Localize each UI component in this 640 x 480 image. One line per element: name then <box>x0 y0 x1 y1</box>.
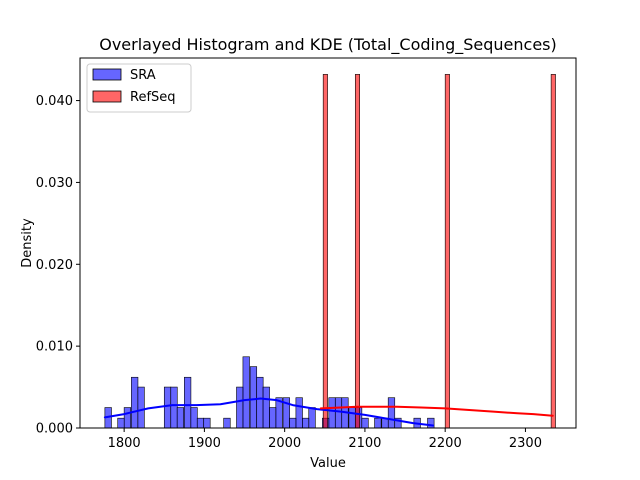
axes-frame <box>79 57 577 429</box>
sra-bar-27 <box>334 397 343 429</box>
refseq-bar-2 <box>444 74 450 429</box>
y-axis-label: Density <box>20 218 35 268</box>
x-tick-label: 1900 <box>188 436 221 451</box>
refseq-bar-0 <box>322 74 328 429</box>
sra-bar-8 <box>184 376 192 429</box>
x-tick-label: 2100 <box>348 436 381 451</box>
sra-bar-6 <box>170 386 178 429</box>
y-tick-label: 0.010 <box>36 340 73 355</box>
x-tick-label: 1800 <box>108 436 141 451</box>
sra-bar-16 <box>256 376 264 429</box>
y-tick-label: 0.030 <box>36 176 73 191</box>
sra-bar-23 <box>302 417 310 429</box>
sra-bar-4 <box>137 386 145 429</box>
x-axis: 1800 1900 2000 2100 2200 2300 <box>108 428 542 451</box>
x-axis-label: Value <box>310 456 346 471</box>
sra-bar-29 <box>348 407 356 429</box>
sra-bar-7 <box>176 407 184 429</box>
sra-bar-22 <box>295 397 303 429</box>
y-axis: 0.000 0.010 0.020 0.030 0.040 <box>36 94 80 437</box>
x-tick-label: 2300 <box>509 436 542 451</box>
y-tick-label: 0.040 <box>36 94 73 109</box>
sra-bar-34 <box>387 397 396 429</box>
x-tick-label: 2200 <box>429 436 462 451</box>
sra-bar-15 <box>249 366 258 429</box>
sra-bar-13 <box>236 386 244 429</box>
sra-bar-2 <box>123 407 132 429</box>
refseq-bar-3 <box>550 74 556 429</box>
sra-bar-21 <box>289 417 297 429</box>
sra-bar-14 <box>242 356 250 429</box>
sra-bar-17 <box>262 386 270 429</box>
plot-area <box>103 74 556 429</box>
sra-bar-10 <box>196 417 205 429</box>
chart-title: Overlayed Histogram and KDE (Total_Codin… <box>99 35 557 55</box>
legend-swatch-sra <box>92 68 122 81</box>
sra-bar-3 <box>131 376 139 429</box>
sra-kde-line <box>103 397 435 427</box>
sra-bar-18 <box>269 407 277 429</box>
sra-bar-1 <box>117 417 125 429</box>
refseq-kde-line <box>319 405 554 417</box>
sra-bar-26 <box>328 397 336 429</box>
legend-label-sra: SRA <box>130 68 156 83</box>
sra-bar-11 <box>203 417 211 429</box>
x-tick-label: 2000 <box>268 436 301 451</box>
y-tick-label: 0.000 <box>36 422 73 437</box>
y-tick-label: 0.020 <box>36 258 73 273</box>
legend-label-refseq: RefSeq <box>130 90 176 105</box>
legend-swatch-refseq <box>92 90 122 103</box>
sra-bar-9 <box>190 407 198 429</box>
sra-bar-24 <box>308 407 316 429</box>
sra-bar-32 <box>374 417 382 429</box>
sra-bar-12 <box>223 417 231 429</box>
sra-bar-5 <box>163 386 172 429</box>
legend: SRA RefSeq <box>86 63 192 113</box>
sra-bar-31 <box>361 417 369 429</box>
refseq-bar-1 <box>354 74 361 429</box>
